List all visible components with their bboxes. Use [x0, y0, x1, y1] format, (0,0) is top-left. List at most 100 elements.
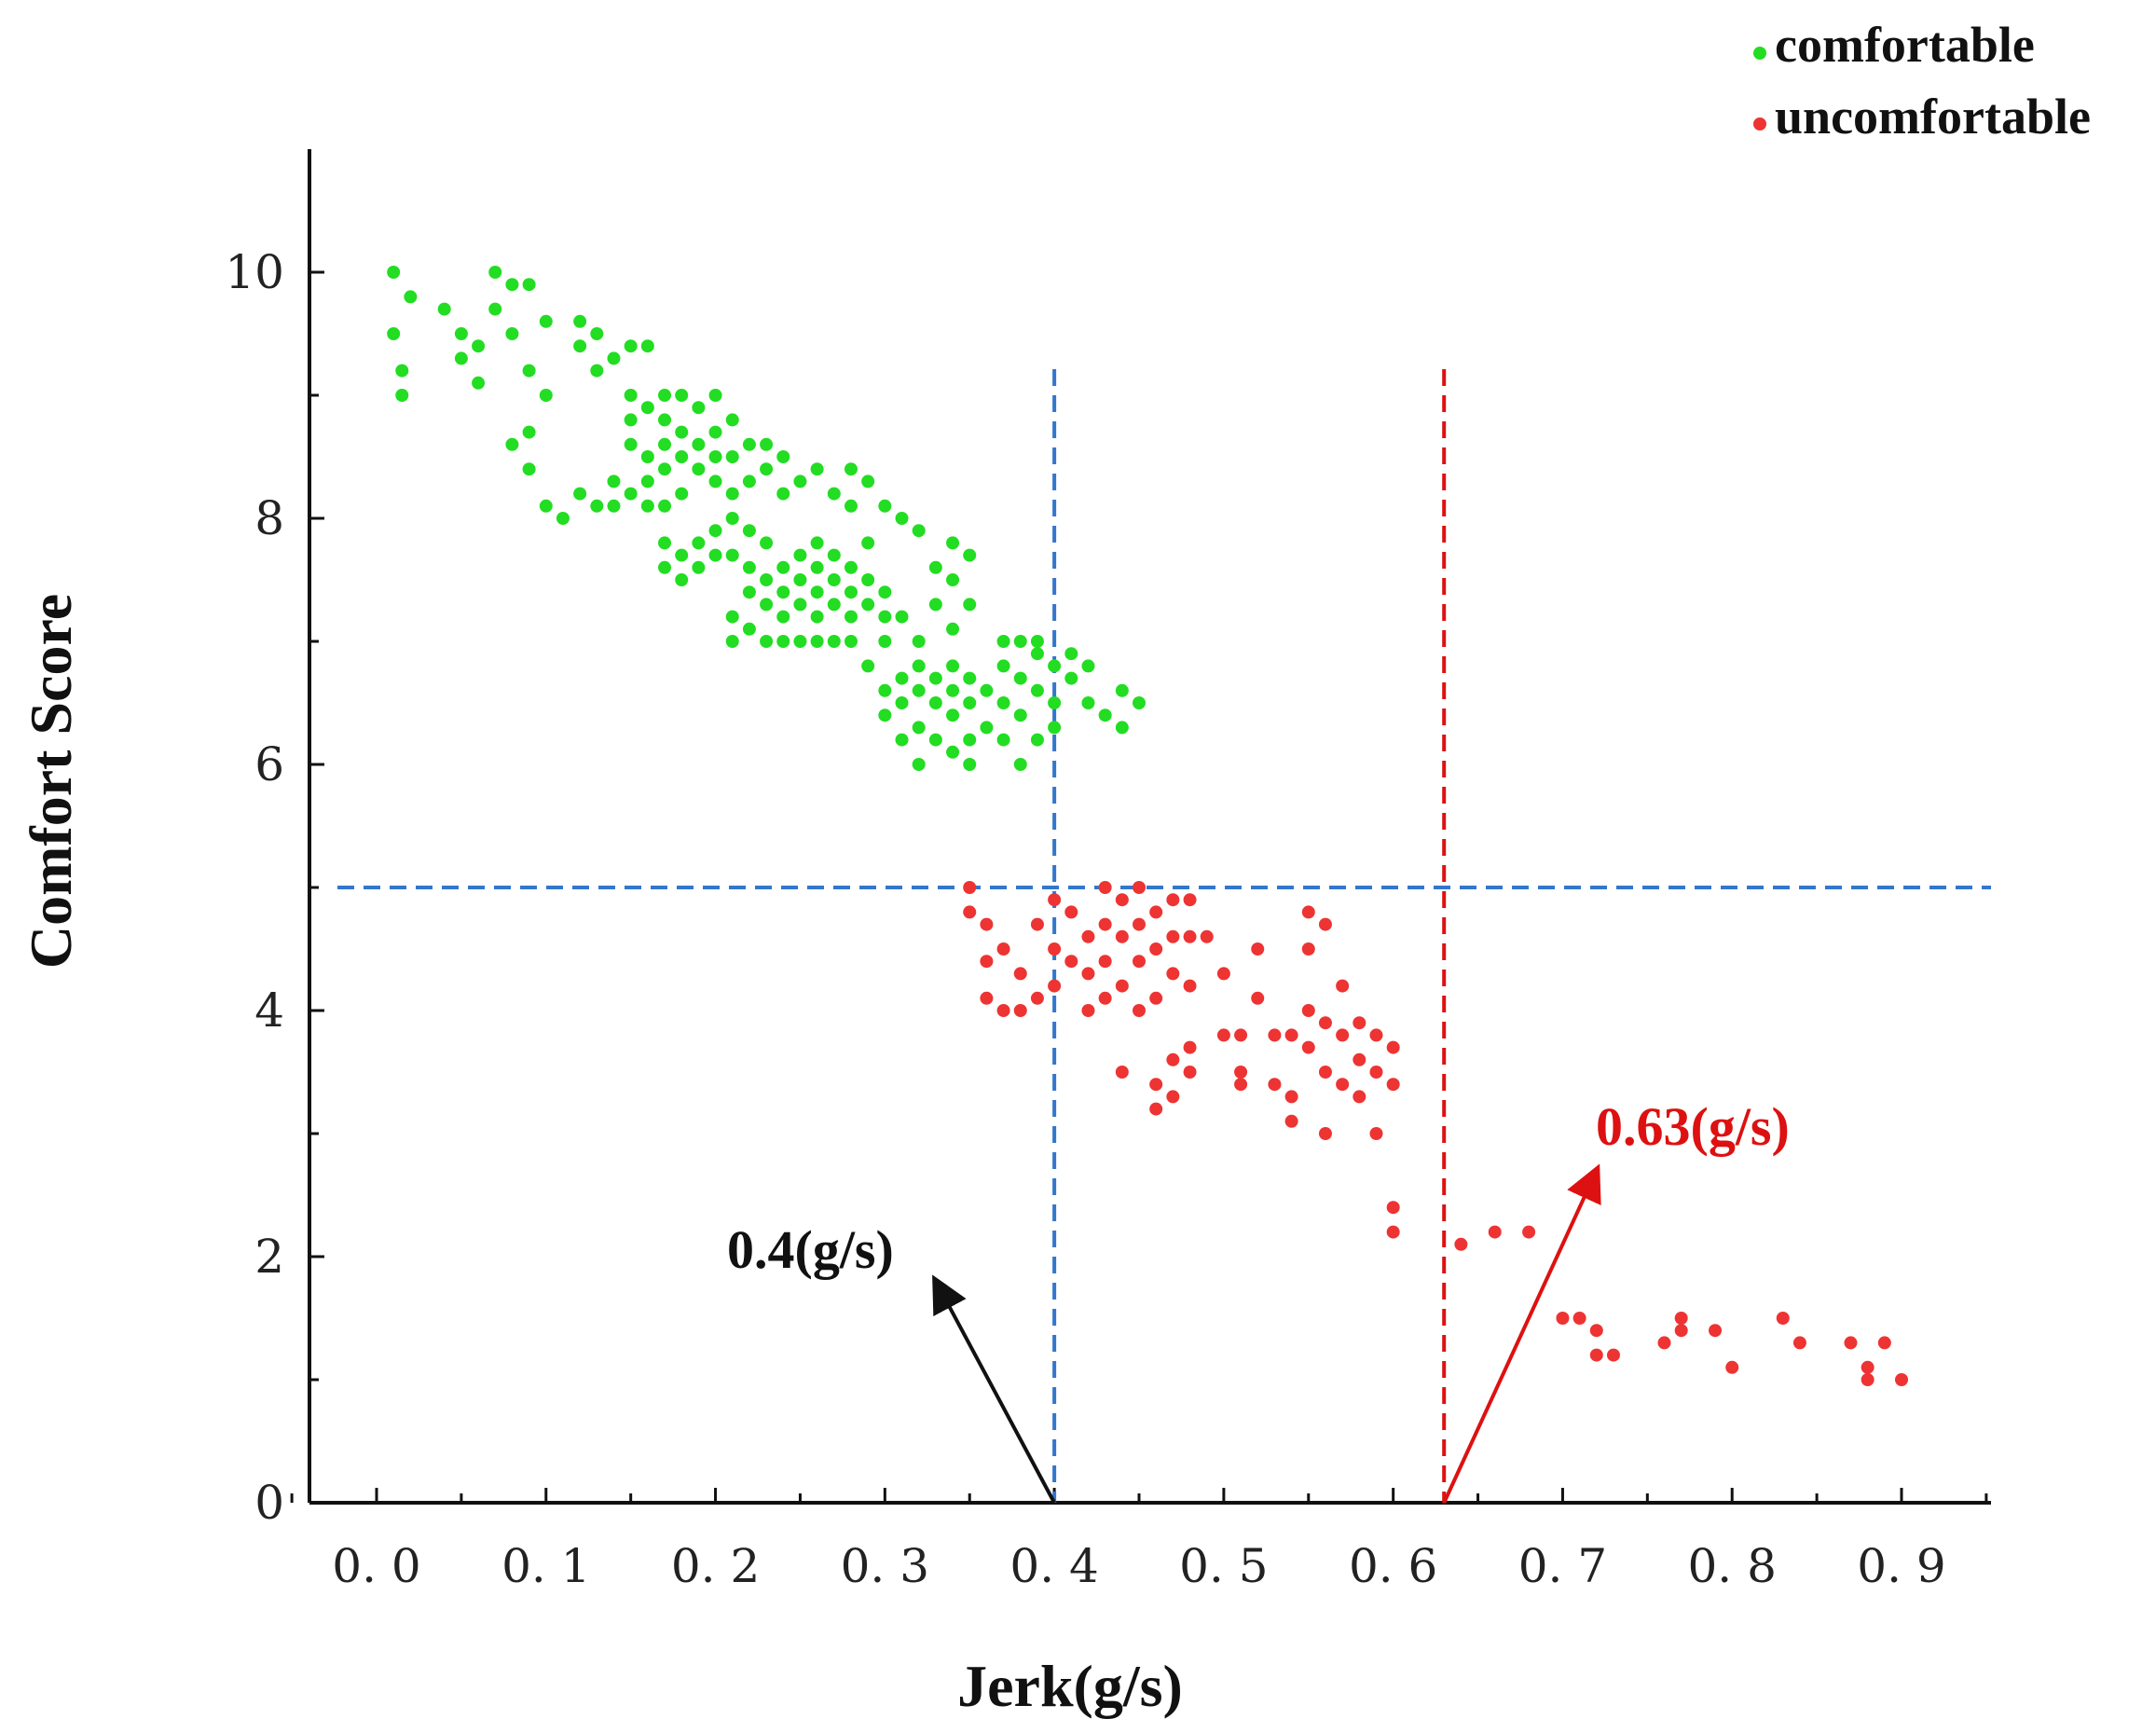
- comfortable-point: [810, 536, 824, 550]
- comfortable-point: [708, 524, 722, 538]
- comfortable-point: [878, 610, 892, 624]
- uncomfortable-point: [1115, 979, 1129, 993]
- comfortable-point: [675, 450, 689, 463]
- comfortable-point: [776, 487, 790, 501]
- uncomfortable-point: [1133, 881, 1146, 894]
- uncomfortable-point: [1386, 1201, 1400, 1215]
- comfortable-point: [573, 314, 587, 328]
- comfortable-point: [861, 598, 875, 612]
- comfortable-point: [963, 598, 977, 612]
- uncomfortable-point: [1488, 1225, 1502, 1239]
- comfortable-point: [963, 696, 977, 709]
- comfortable-point: [624, 339, 638, 353]
- uncomfortable-point: [1030, 991, 1044, 1005]
- comfortable-point: [488, 302, 502, 316]
- comfortable-point: [963, 733, 977, 747]
- comfortable-point: [607, 351, 621, 365]
- uncomfortable-point: [1369, 1127, 1383, 1140]
- uncomfortable-point: [1064, 905, 1078, 919]
- comfortable-point: [844, 610, 858, 624]
- uncomfortable-point: [1369, 1028, 1383, 1042]
- comfortable-point: [946, 536, 960, 550]
- comfortable-point: [946, 708, 960, 722]
- comfortable-point: [725, 610, 739, 624]
- annotation-arrow: [932, 1274, 1056, 1504]
- comfortable-point: [640, 475, 654, 488]
- comfortable-point: [658, 413, 672, 427]
- uncomfortable-point: [1133, 955, 1146, 969]
- comfortable-point: [895, 696, 909, 709]
- comfortable-point: [624, 487, 638, 501]
- comfortable-point: [1030, 647, 1044, 661]
- annotation-label: 0.63(g/s): [1596, 1096, 1790, 1157]
- comfortable-point: [624, 437, 638, 451]
- uncomfortable-point: [1318, 1066, 1332, 1079]
- comfortable-point: [946, 659, 960, 673]
- comfortable-point: [861, 573, 875, 586]
- comfortable-point: [488, 266, 502, 279]
- comfortable-point: [437, 302, 451, 316]
- uncomfortable-point: [1234, 1066, 1248, 1079]
- uncomfortable-point: [1048, 979, 1062, 993]
- comfortable-point: [640, 339, 654, 353]
- comfortable-point: [1115, 683, 1129, 697]
- uncomfortable-point: [1844, 1336, 1858, 1350]
- uncomfortable-point: [1149, 942, 1163, 956]
- comfortable-point: [556, 512, 570, 525]
- comfortable-point: [742, 437, 756, 451]
- uncomfortable-point: [1268, 1028, 1282, 1042]
- uncomfortable-point: [980, 991, 994, 1005]
- uncomfortable-point: [1030, 917, 1044, 931]
- uncomfortable-point: [1589, 1348, 1603, 1362]
- comfortable-point: [454, 327, 468, 340]
- comfortable-point: [1013, 758, 1027, 771]
- comfortable-point: [810, 462, 824, 476]
- comfortable-point: [895, 610, 909, 624]
- comfortable-point: [658, 499, 672, 513]
- comfortable-point: [1115, 721, 1129, 735]
- comfortable-point: [472, 339, 486, 353]
- y-tick-label: 10: [225, 245, 284, 299]
- x-tick-label: 0. 2: [671, 1539, 760, 1593]
- comfortable-point: [573, 487, 587, 501]
- comfortable-point: [878, 635, 892, 648]
- uncomfortable-point: [1336, 1028, 1350, 1042]
- uncomfortable-point: [1353, 1090, 1366, 1104]
- uncomfortable-point: [1149, 905, 1163, 919]
- uncomfortable-point: [1149, 1078, 1163, 1092]
- uncomfortable-point: [1216, 1028, 1230, 1042]
- comfortable-point: [844, 499, 858, 513]
- comfortable-point: [912, 683, 926, 697]
- comfortable-point: [793, 573, 807, 586]
- comfortable-point: [505, 437, 519, 451]
- uncomfortable-point: [1589, 1324, 1603, 1338]
- comfortable-point: [1013, 708, 1027, 722]
- x-tick-label: 0. 1: [501, 1539, 590, 1593]
- comfortable-point: [760, 536, 774, 550]
- comfortable-point: [658, 536, 672, 550]
- comfortable-point: [607, 475, 621, 488]
- comfortable-point: [827, 573, 841, 586]
- comfortable-point: [912, 758, 926, 771]
- comfortable-point: [708, 475, 722, 488]
- comfortable-point: [980, 721, 994, 735]
- uncomfortable-point: [1048, 942, 1062, 956]
- uncomfortable-point: [1301, 1004, 1315, 1017]
- uncomfortable-point: [1115, 1066, 1129, 1079]
- comfortable-point: [607, 499, 621, 513]
- comfortable-point: [1048, 659, 1062, 673]
- comfortable-point: [395, 389, 409, 402]
- uncomfortable-point: [1064, 955, 1078, 969]
- comfortable-point: [692, 437, 706, 451]
- comfortable-point: [912, 635, 926, 648]
- uncomfortable-point: [1098, 917, 1112, 931]
- uncomfortable-point: [1098, 881, 1112, 894]
- comfortable-point: [1081, 659, 1095, 673]
- comfortable-point: [793, 635, 807, 648]
- uncomfortable-point: [1133, 1004, 1146, 1017]
- comfortable-point: [692, 401, 706, 415]
- comfortable-point: [472, 376, 486, 390]
- comfortable-point: [776, 635, 790, 648]
- comfortable-point: [708, 548, 722, 562]
- uncomfortable-point: [1301, 1040, 1315, 1054]
